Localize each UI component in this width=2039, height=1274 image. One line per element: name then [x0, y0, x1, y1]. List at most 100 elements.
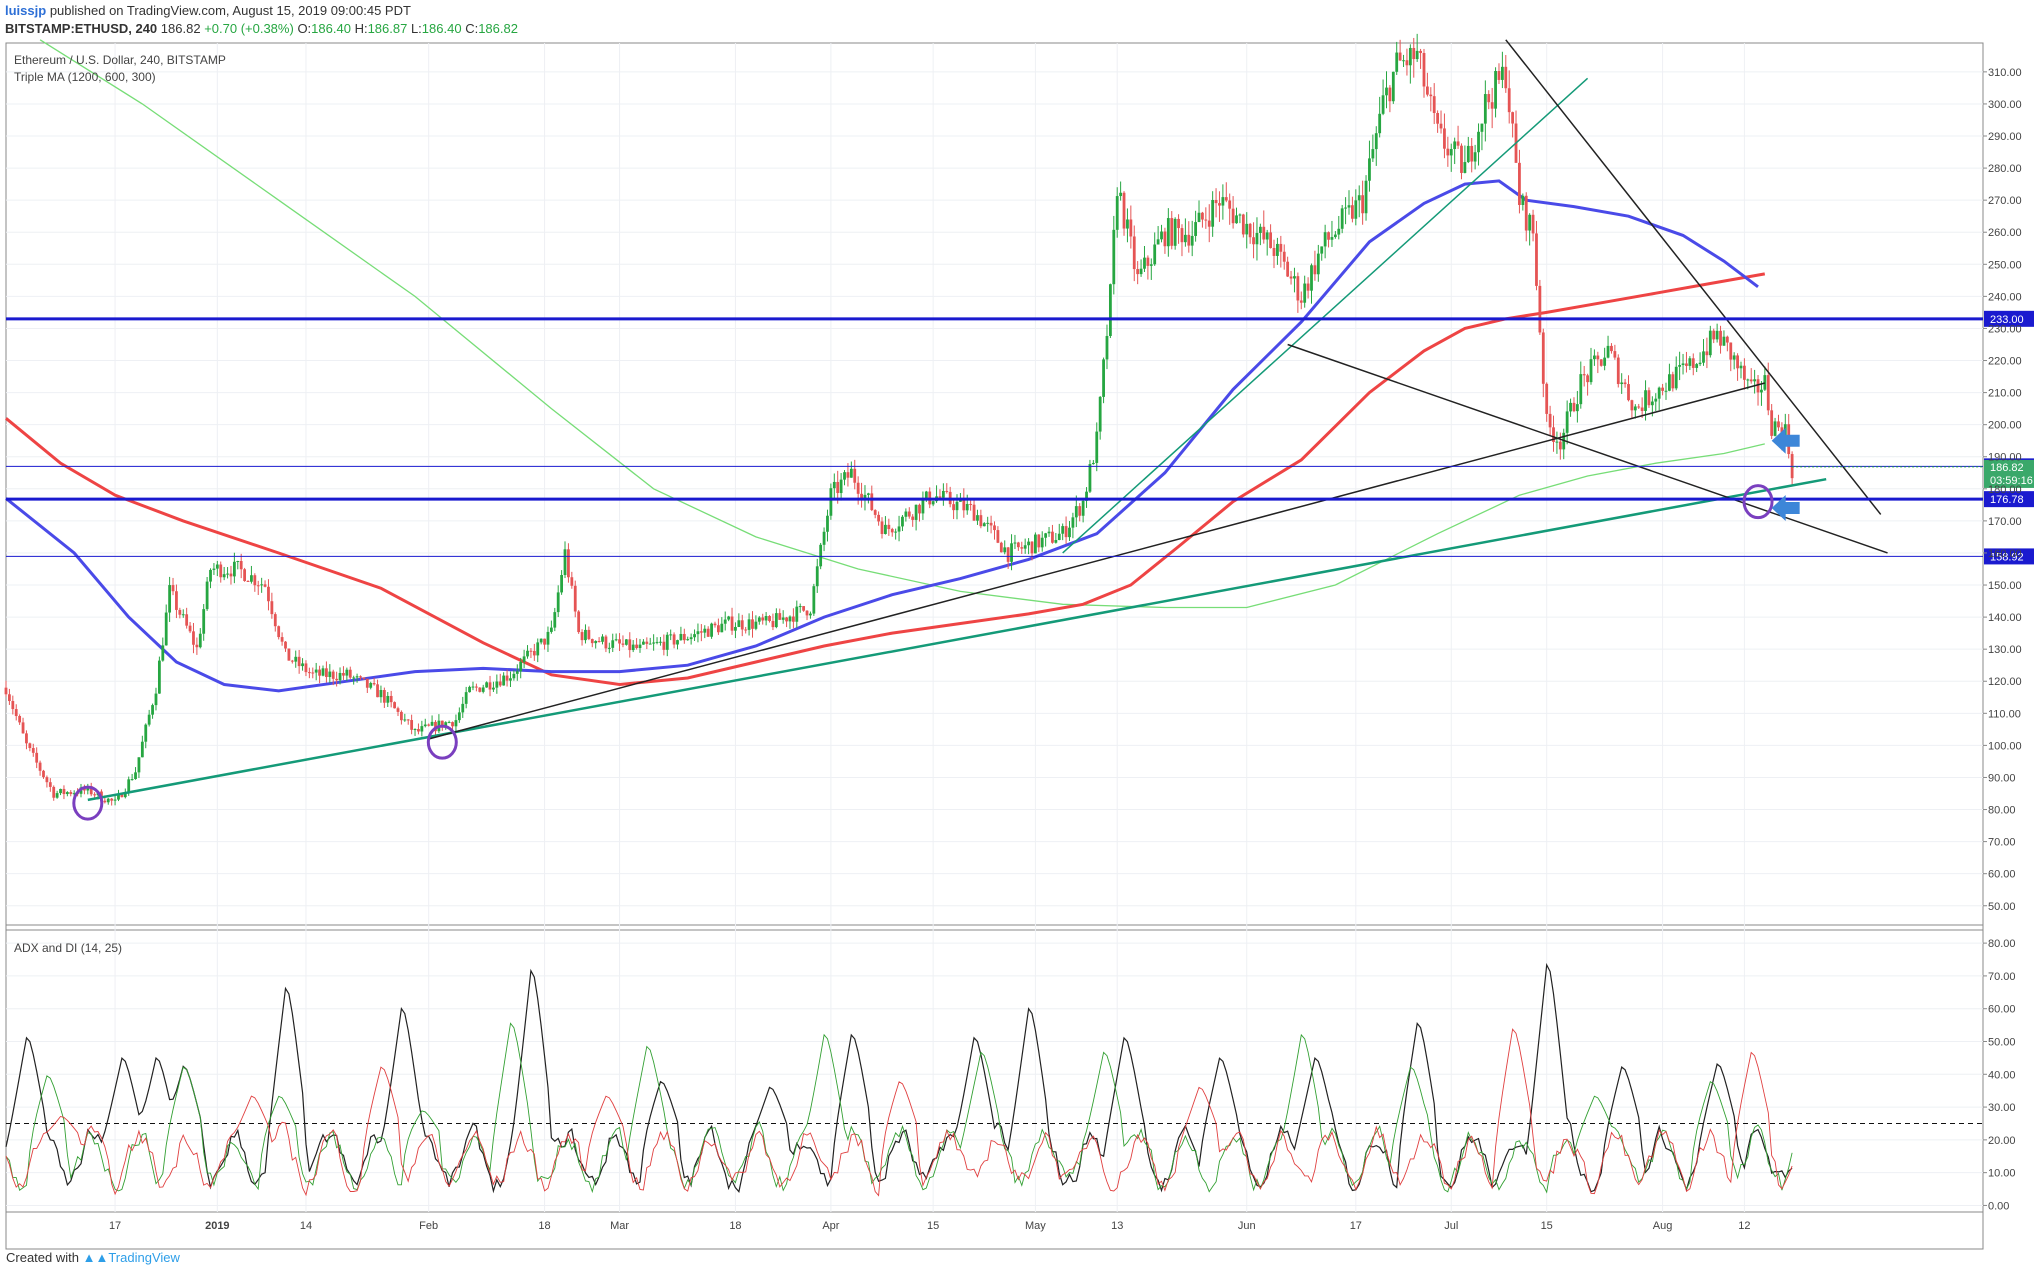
candle-body — [1477, 131, 1480, 153]
x-tick-label: 18 — [538, 1220, 550, 1232]
candle-body — [307, 672, 311, 674]
candle-body — [669, 634, 673, 636]
adx-pane — [5, 962, 1983, 1197]
adx-tick-label: 10.00 — [1988, 1168, 2016, 1180]
tradingview-brand[interactable]: TradingView — [108, 1250, 180, 1265]
candle-body — [1139, 268, 1143, 275]
y-tick-label: 70.00 — [1988, 837, 2016, 849]
candle-body — [839, 479, 843, 494]
symbol: BITSTAMP:ETHUSD, 240 — [5, 21, 158, 36]
candle-body — [567, 549, 570, 578]
candle-body — [376, 684, 379, 698]
author-name[interactable]: luissjp — [5, 3, 47, 18]
last-price-tag — [1984, 459, 2034, 488]
candle-body — [1201, 212, 1204, 220]
candle-body — [618, 639, 621, 644]
candle-body — [1405, 60, 1409, 66]
candle-body — [1391, 71, 1395, 102]
candle-body — [1166, 218, 1170, 247]
x-tick-label: 12 — [1738, 1220, 1750, 1232]
candle-body — [335, 678, 339, 681]
candle-body — [1569, 402, 1572, 412]
candle-body — [1132, 236, 1136, 270]
candle-body — [1119, 192, 1123, 197]
candle-body — [243, 569, 247, 581]
y-tick-label: 80.00 — [1988, 805, 2016, 817]
candle-body — [1674, 366, 1678, 389]
candle-body — [1671, 374, 1675, 389]
candle-body — [1685, 363, 1688, 366]
candle-body — [1156, 239, 1160, 245]
candle-body — [1265, 232, 1269, 240]
candle-body — [573, 585, 577, 612]
candle-body — [48, 782, 52, 787]
candle-body — [693, 634, 696, 638]
candle-body — [65, 792, 69, 795]
candle-body — [822, 531, 826, 545]
candle-body — [1507, 88, 1511, 113]
candle-body — [1657, 387, 1661, 399]
candle-body — [478, 687, 482, 692]
candle-body — [563, 549, 567, 576]
candle-body — [1282, 251, 1286, 262]
candle-body — [338, 672, 342, 681]
candle-body — [1037, 534, 1041, 548]
candle-body — [979, 515, 983, 527]
adx-series-adx — [5, 962, 1793, 1194]
candle-body — [706, 628, 710, 637]
candle-body — [314, 669, 318, 673]
candle-body — [45, 777, 49, 783]
candle-body — [1221, 197, 1225, 206]
price-tag — [1984, 491, 2034, 508]
candle-body — [270, 601, 274, 615]
candle-body — [795, 606, 799, 622]
candle-body — [1214, 199, 1218, 204]
candle-body — [1620, 382, 1624, 385]
candle-body — [631, 644, 635, 651]
candle-body — [345, 669, 349, 676]
candle-body — [989, 522, 993, 526]
candle-body — [529, 650, 533, 652]
candle-body — [522, 656, 526, 662]
candle-body — [740, 620, 744, 630]
candle-body — [1443, 128, 1446, 149]
candle-body — [328, 671, 332, 677]
candle-body — [1129, 219, 1133, 237]
candle-body — [539, 638, 543, 643]
candle-body — [246, 580, 250, 582]
candle-body — [1357, 195, 1361, 201]
candle-body — [546, 631, 550, 645]
candle-body — [1739, 365, 1743, 369]
candle-body — [659, 641, 662, 643]
candle-body — [457, 712, 461, 721]
x-tick-label: 2019 — [205, 1220, 229, 1232]
candle-body — [549, 627, 553, 632]
candle-body — [768, 616, 771, 622]
countdown-label: 03:59:16 — [1990, 475, 2033, 487]
candle-body — [1603, 357, 1607, 366]
candle-body — [965, 503, 969, 511]
candle-body — [168, 585, 172, 613]
candle-body — [761, 617, 765, 621]
candle-body — [686, 639, 690, 641]
candle-body — [764, 616, 768, 621]
adx-title: ADX and DI (14, 25) — [14, 941, 122, 955]
candle-body — [430, 721, 434, 726]
candle-body — [1627, 384, 1630, 401]
candle-body — [1286, 261, 1290, 277]
candle-body — [962, 499, 966, 511]
candle-body — [1541, 332, 1545, 384]
candle-body — [1351, 205, 1354, 219]
candle-body — [137, 757, 141, 773]
candle-body — [952, 504, 955, 511]
candle-body — [1371, 149, 1375, 159]
candle-body — [1497, 71, 1501, 80]
x-tick-label: 15 — [1541, 1220, 1553, 1232]
candle-body — [284, 641, 287, 649]
candle-body — [1633, 406, 1637, 411]
candle-body — [495, 681, 499, 688]
candle-body — [580, 632, 584, 641]
candle-body — [1252, 237, 1255, 245]
